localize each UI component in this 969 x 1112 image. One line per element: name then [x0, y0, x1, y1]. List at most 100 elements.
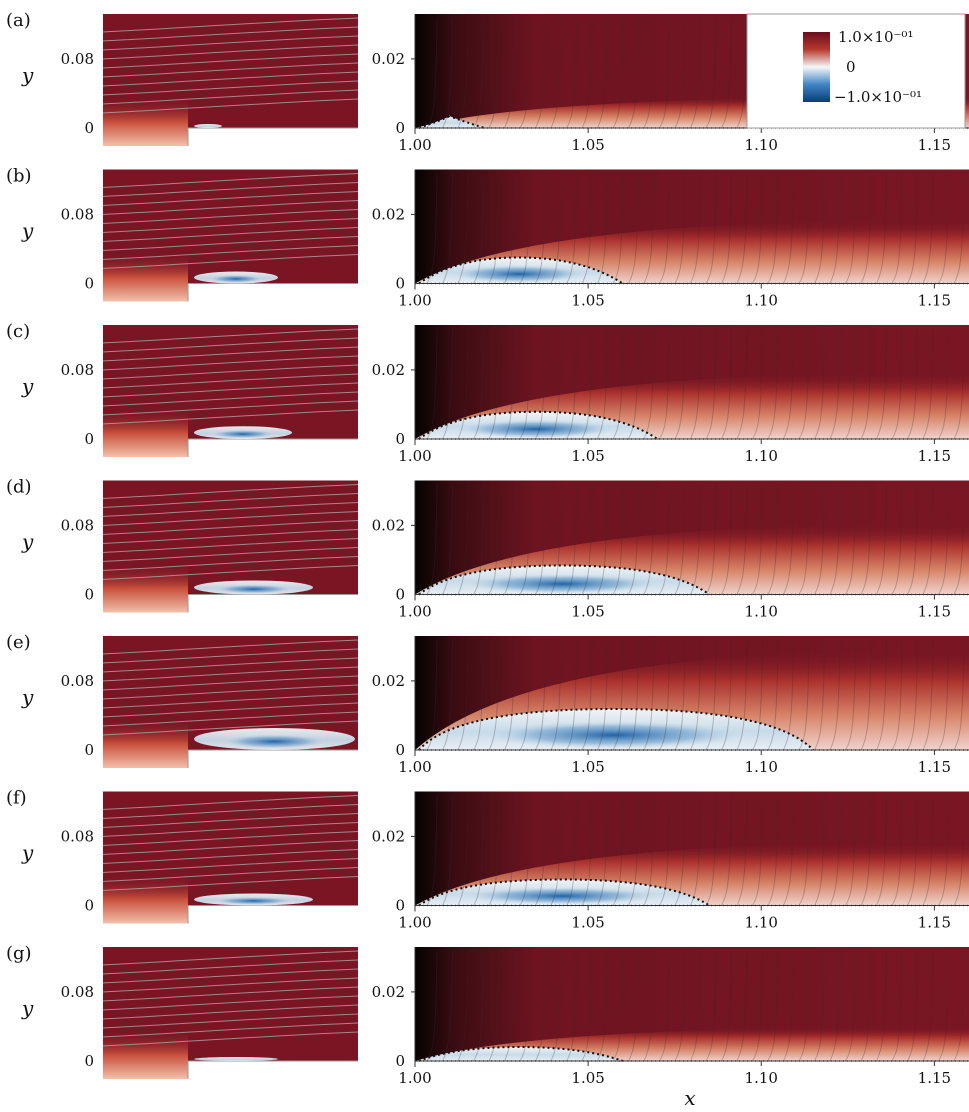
left-y-axis-label: y: [21, 685, 34, 709]
left-y-tick-label: 0: [84, 586, 94, 604]
velocity-profile: [705, 17, 717, 129]
left-y-axis-label: y: [21, 219, 34, 243]
panel-label: (e): [6, 632, 31, 653]
velocity-profile: [473, 795, 484, 906]
velocity-profile: [783, 484, 794, 595]
velocity-profile: [659, 328, 670, 440]
velocity-profile: [581, 17, 593, 129]
left-streamline: [102, 227, 359, 242]
colorbar-min-label: −1.0×10⁻⁰¹: [834, 88, 922, 106]
velocity-profile: [860, 795, 872, 906]
velocity-profile: [705, 484, 717, 595]
velocity-profile: [473, 484, 484, 595]
left-y-tick-label: 0: [84, 741, 94, 759]
right-x-tick-label: 1.15: [918, 1069, 951, 1087]
left-streamline: [102, 382, 359, 398]
velocity-profile: [891, 484, 903, 595]
left-streamline: [102, 493, 359, 508]
left-streamline: [102, 182, 359, 197]
velocity-profile: [829, 484, 841, 595]
velocity-profile: [566, 328, 577, 440]
velocity-profile: [504, 639, 515, 751]
colorbar-panel: [746, 13, 966, 129]
velocity-profile: [581, 639, 593, 751]
velocity-profile: [597, 173, 608, 284]
right-x-tick-label: 1.00: [398, 447, 431, 465]
velocity-profile: [783, 795, 794, 906]
right-x-tick-label: 1.00: [398, 1069, 431, 1087]
left-streamline: [102, 80, 359, 96]
left-boundary-layer: [103, 875, 188, 924]
panel-label: (d): [6, 477, 32, 498]
velocity-profile: [597, 950, 608, 1062]
right-y-tick-label: 0.02: [372, 50, 405, 68]
velocity-profile: [426, 484, 438, 595]
velocity-profile: [643, 17, 655, 129]
left-bubble-core: [208, 274, 264, 283]
velocity-profile: [659, 950, 670, 1062]
velocity-profile: [442, 173, 453, 284]
velocity-profile: [628, 17, 639, 129]
left-streamline: [102, 684, 359, 700]
velocity-profile: [767, 950, 779, 1062]
velocity-profile: [519, 17, 531, 129]
left-streamline: [102, 995, 359, 1011]
velocity-profile: [457, 950, 469, 1062]
velocity-profile: [860, 639, 872, 751]
velocity-profile: [721, 795, 732, 906]
velocity-profile: [798, 639, 810, 751]
velocity-profile: [891, 795, 903, 906]
right-y-tick-label: 0.02: [372, 827, 405, 845]
left-streamline: [102, 529, 359, 544]
velocity-profile: [721, 17, 732, 129]
velocity-profile: [566, 795, 577, 906]
velocity-profile: [876, 639, 887, 751]
velocity-profile: [845, 950, 856, 1062]
panel-label: (b): [6, 166, 32, 187]
left-streamline: [102, 538, 359, 553]
left-streamline: [102, 1031, 359, 1047]
velocity-profile: [798, 328, 810, 440]
left-streamline: [102, 35, 359, 51]
velocity-profile: [612, 950, 624, 1062]
right-x-tick-label: 1.00: [398, 292, 431, 310]
left-streamline: [102, 1013, 359, 1029]
velocity-profile: [535, 328, 546, 440]
left-streamline: [102, 511, 359, 526]
left-streamline: [102, 484, 359, 499]
velocity-profile: [938, 950, 949, 1062]
left-streamline: [102, 657, 359, 673]
velocity-profile: [876, 328, 887, 440]
left-step-block: [188, 750, 358, 768]
right-y-tick-label: 0: [395, 586, 405, 604]
velocity-profile: [891, 328, 903, 440]
left-streamline: [102, 547, 359, 562]
right-y-tick-label: 0: [395, 897, 405, 915]
velocity-profile: [690, 795, 701, 906]
left-streamline: [102, 236, 359, 251]
velocity-profile: [814, 639, 825, 751]
velocity-profile: [519, 484, 531, 595]
right-bubble-core: [449, 264, 589, 283]
left-boundary-layer: [103, 253, 188, 302]
velocity-profile: [442, 950, 453, 1062]
right-x-tick-label: 1.15: [918, 447, 951, 465]
left-streamline: [102, 840, 359, 855]
velocity-profile: [829, 795, 841, 906]
left-y-tick-label: 0.08: [61, 983, 94, 1001]
left-separation-bubble: [194, 124, 222, 128]
velocity-profile: [659, 173, 670, 284]
velocity-profile: [907, 328, 918, 440]
left-y-tick-label: 0.08: [61, 361, 94, 379]
velocity-profile: [643, 950, 655, 1062]
right-x-tick-label: 1.10: [745, 914, 778, 932]
left-bubble-core: [210, 429, 276, 438]
velocity-profile: [612, 173, 624, 284]
velocity-profile: [519, 328, 531, 440]
velocity-profile: [814, 795, 825, 906]
velocity-profile: [845, 639, 856, 751]
velocity-profile: [674, 17, 686, 129]
velocity-profile: [566, 173, 577, 284]
